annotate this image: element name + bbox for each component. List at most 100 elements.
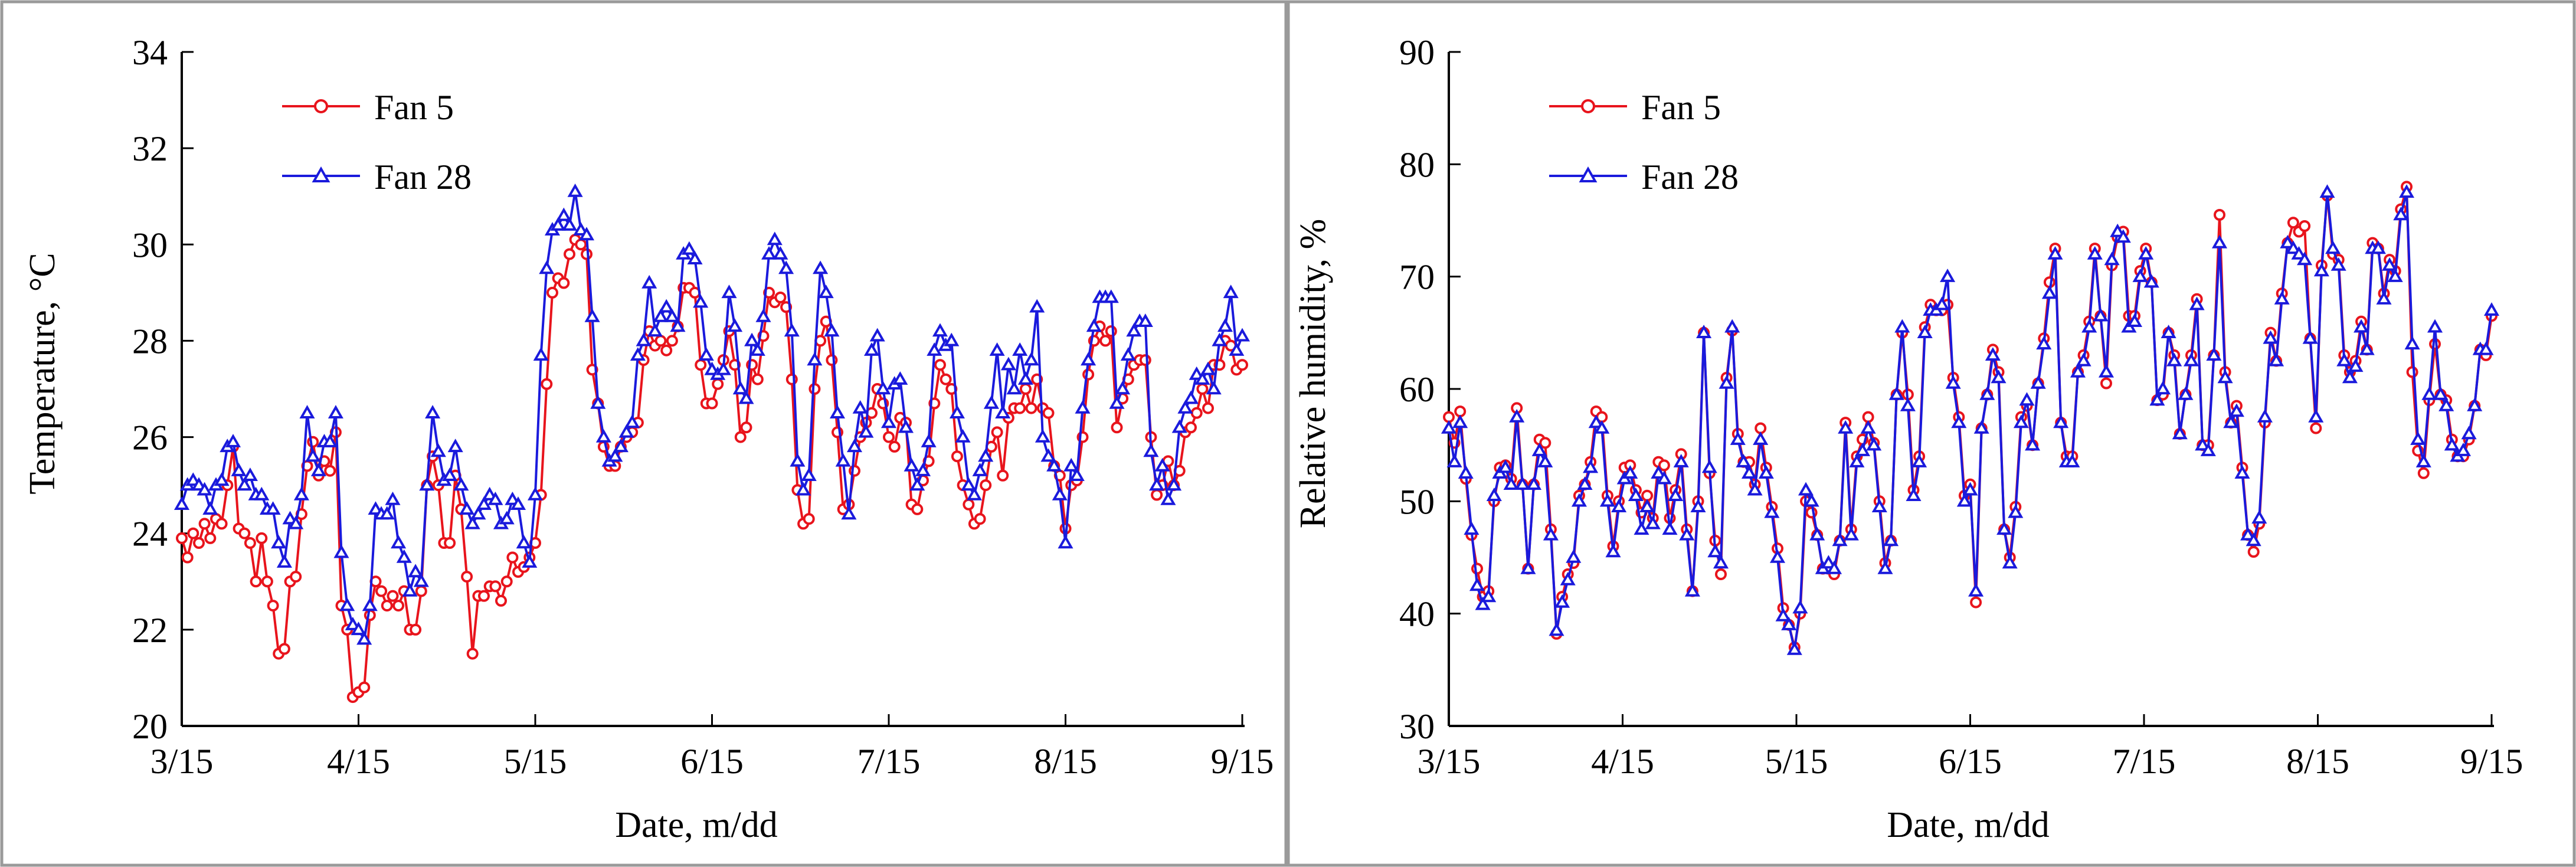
humidity-data-point-fan-28 (2302, 330, 2318, 344)
temperature-data-point-fan-28 (846, 439, 863, 453)
temperature-data-point-fan-28 (715, 361, 731, 375)
humidity-data-point-fan-28 (2098, 364, 2115, 378)
temperature-data-point-fan-28 (1149, 477, 1165, 491)
humidity-data-point-fan-28 (1956, 493, 1972, 507)
temperature-data-point-fan-28 (704, 361, 720, 375)
temperature-data-point-fan-28 (1183, 390, 1199, 404)
humidity-data-point-fan-28 (1979, 386, 1995, 400)
humidity-data-point-fan-28 (2387, 269, 2403, 282)
humidity-data-point-fan-28 (1991, 369, 2007, 384)
humidity-data-point-fan-28 (2076, 352, 2091, 367)
humidity-data-point-fan-28 (2161, 325, 2176, 338)
temperature-data-point-fan-28 (1115, 381, 1131, 395)
temperature-data-point-fan-28 (784, 323, 800, 337)
temperature-data-point-fan-28 (1035, 428, 1050, 443)
humidity-data-point-fan-28 (2206, 347, 2222, 361)
humidity-data-point-fan-28 (1866, 437, 1882, 451)
humidity-data-point-fan-28 (2415, 454, 2431, 467)
temperature-data-point-fan-28 (875, 381, 891, 395)
humidity-data-point-fan-28 (1968, 583, 1984, 597)
humidity-x-tick-label: 3/15 (1418, 742, 1481, 781)
temperature-y-tick-label: 26 (132, 418, 168, 457)
temperature-data-point-fan-5 (575, 238, 587, 251)
humidity-data-point-fan-28 (2246, 532, 2261, 547)
temperature-data-point-fan-28 (1023, 352, 1039, 366)
temperature-x-tick-label: 3/15 (150, 742, 214, 781)
temperature-data-point-fan-5 (1196, 383, 1209, 395)
temperature-data-point-fan-5 (660, 344, 673, 356)
humidity-data-point-fan-28 (1684, 583, 1700, 597)
temperature-data-point-fan-28 (590, 395, 606, 409)
temperature-data-point-fan-28 (915, 463, 931, 476)
temperature-data-point-fan-5 (934, 359, 946, 371)
temperature-data-point-fan-28 (1223, 284, 1239, 299)
humidity-data-point-fan-28 (1560, 571, 1576, 585)
humidity-data-point-fan-28 (1543, 526, 1559, 541)
temperature-data-point-fan-28 (567, 183, 583, 197)
temperature-data-point-fan-28 (829, 405, 846, 418)
temperature-data-point-fan-28 (254, 486, 270, 500)
temperature-data-point-fan-5 (809, 383, 821, 395)
humidity-data-point-fan-28 (1690, 499, 1706, 512)
humidity-data-point-fan-28 (1985, 347, 2001, 361)
humidity-data-point-fan-5 (1715, 568, 1727, 580)
humidity-data-point-fan-28 (2478, 341, 2494, 355)
temperature-data-point-fan-28 (1171, 419, 1187, 433)
temperature-data-point-fan-28 (345, 617, 361, 630)
humidity-data-point-fan-28 (1962, 482, 1978, 496)
humidity-data-point-fan-28 (1622, 465, 1638, 479)
humidity-data-point-fan-28 (1554, 594, 1570, 608)
temperature-data-point-fan-28 (510, 496, 526, 510)
temperature-data-point-fan-28 (385, 491, 401, 505)
humidity-data-point-fan-28 (2093, 307, 2109, 322)
temperature-data-point-fan-28 (972, 463, 988, 476)
temperature-x-tick-label: 6/15 (680, 742, 744, 781)
humidity-data-point-fan-28 (1792, 600, 1808, 614)
humidity-data-point-fan-28 (2081, 319, 2097, 333)
temperature-data-point-fan-28 (1206, 381, 1222, 395)
temperature-data-point-fan-28 (801, 467, 817, 481)
temperature-legend-marker-fan-5 (314, 99, 328, 113)
temperature-data-point-fan-28 (932, 323, 948, 337)
humidity-data-point-fan-28 (2348, 358, 2364, 372)
temperature-data-point-fan-28 (1075, 400, 1091, 414)
temperature-data-point-fan-28 (322, 434, 338, 447)
humidity-data-point-fan-28 (2455, 443, 2472, 456)
temperature-data-point-fan-28 (761, 246, 777, 260)
humidity-data-point-fan-28 (2234, 465, 2250, 479)
humidity-data-point-fan-28 (1934, 296, 1950, 310)
humidity-data-point-fan-28 (2382, 257, 2398, 271)
humidity-x-tick-label: 5/15 (1765, 742, 1828, 781)
temperature-data-point-fan-28 (351, 621, 366, 636)
temperature-data-point-fan-5 (1151, 489, 1163, 501)
temperature-data-point-fan-28 (966, 486, 982, 500)
humidity-data-point-fan-28 (2013, 414, 2029, 428)
humidity-data-point-fan-28 (1634, 521, 1649, 535)
humidity-data-point-fan-28 (2342, 369, 2358, 384)
temperature-data-point-fan-28 (807, 352, 823, 366)
temperature-data-point-fan-28 (813, 260, 829, 274)
temperature-data-point-fan-28 (647, 323, 663, 337)
temperature-data-point-fan-28 (1143, 443, 1159, 457)
humidity-data-point-fan-28 (1758, 465, 1774, 479)
temperature-data-point-fan-28 (499, 511, 515, 525)
humidity-data-point-fan-28 (2183, 352, 2199, 367)
temperature-data-point-fan-5 (564, 248, 575, 260)
temperature-data-point-fan-28 (670, 318, 686, 332)
humidity-data-point-fan-28 (2104, 251, 2120, 266)
temperature-data-point-fan-5 (666, 335, 678, 347)
temperature-data-point-fan-5 (883, 431, 895, 443)
humidity-data-point-fan-28 (2189, 296, 2205, 310)
temperature-data-point-fan-5 (963, 498, 975, 511)
humidity-data-point-fan-28 (2143, 274, 2159, 288)
temperature-data-point-fan-28 (1194, 371, 1210, 385)
humidity-data-point-fan-28 (1719, 375, 1734, 389)
humidity-data-point-fan-28 (1446, 454, 1462, 467)
humidity-data-point-fan-28 (2263, 330, 2279, 344)
temperature-data-point-fan-28 (835, 453, 851, 467)
temperature-data-point-fan-28 (539, 260, 555, 274)
humidity-data-point-fan-5 (1539, 437, 1552, 449)
temperature-data-point-fan-5 (387, 590, 399, 602)
temperature-legend-marker-fan-28 (312, 166, 330, 182)
temperature-data-point-fan-28 (921, 434, 937, 447)
